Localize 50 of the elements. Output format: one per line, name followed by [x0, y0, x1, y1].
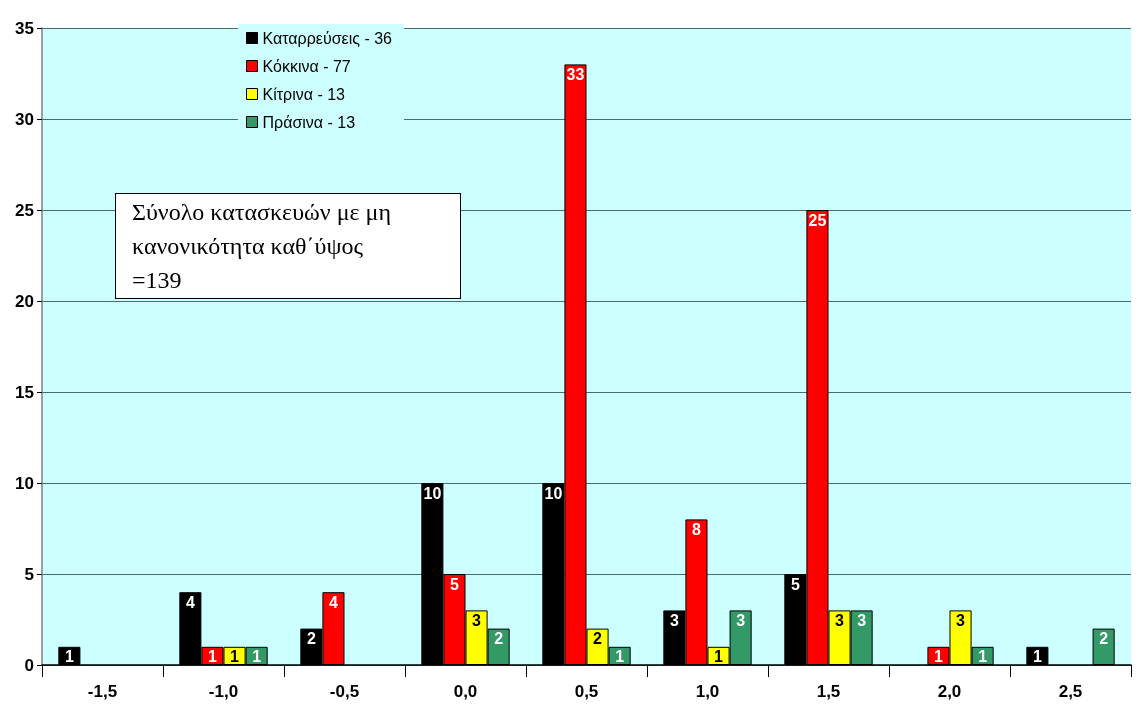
data-label: 33	[566, 65, 585, 83]
x-tick-label: 2,5	[1058, 682, 1083, 701]
data-label: 1	[208, 648, 218, 666]
x-tick-label: 2,0	[937, 682, 962, 701]
y-tick-label: 35	[15, 18, 34, 38]
data-label: 1	[934, 648, 944, 666]
data-label: 3	[736, 611, 746, 629]
data-label: 4	[329, 593, 339, 611]
legend-label: Καταρρεύσεις - 36	[262, 29, 393, 47]
y-tick-label: 15	[15, 382, 34, 402]
data-label: 8	[692, 520, 702, 538]
data-label: 1	[978, 648, 988, 666]
data-label: 2	[1099, 630, 1109, 648]
x-tick-label: 1,5	[816, 682, 841, 701]
data-label: 3	[835, 611, 845, 629]
x-tick-label: 1,0	[695, 682, 720, 701]
data-label: 1	[1032, 648, 1042, 666]
y-tick-label: 10	[15, 473, 34, 493]
x-tick-label: -0,5	[329, 682, 360, 701]
data-label: 4	[185, 593, 195, 611]
x-tick-label: 0,0	[453, 682, 478, 701]
y-tick-label: 30	[15, 109, 34, 129]
data-label: 3	[956, 611, 966, 629]
y-tick-label: 20	[15, 291, 34, 311]
data-label: 1	[615, 648, 625, 666]
data-label: 1	[230, 648, 240, 666]
data-label: 1	[714, 648, 724, 666]
data-label: 1	[64, 648, 74, 666]
y-tick-label: 25	[15, 200, 34, 220]
y-tick-label: 5	[24, 564, 34, 584]
x-tick-label: -1,5	[87, 682, 118, 701]
data-label: 2	[494, 630, 504, 648]
data-label: 10	[423, 484, 442, 502]
legend-label: Πράσινα - 13	[262, 113, 356, 131]
legend-label: Κόκκινα - 77	[262, 57, 351, 75]
data-label: 25	[808, 211, 827, 229]
data-label: 2	[306, 630, 316, 648]
legend-label: Κίτρινα - 13	[262, 85, 346, 103]
y-tick-label: 0	[24, 655, 34, 675]
data-label: 2	[593, 630, 603, 648]
data-label: 3	[472, 611, 482, 629]
data-label: 10	[544, 484, 563, 502]
data-label: 3	[857, 611, 867, 629]
x-tick-label: -1,0	[208, 682, 239, 701]
x-tick-label: 0,5	[574, 682, 599, 701]
data-label: 5	[790, 575, 800, 593]
data-label: 3	[669, 611, 679, 629]
data-label: 5	[450, 575, 460, 593]
data-label: 1	[252, 648, 262, 666]
annotation: Σύνολο κατασκευών με μη κανονικότητα καθ΄ύψος =139	[132, 198, 393, 295]
